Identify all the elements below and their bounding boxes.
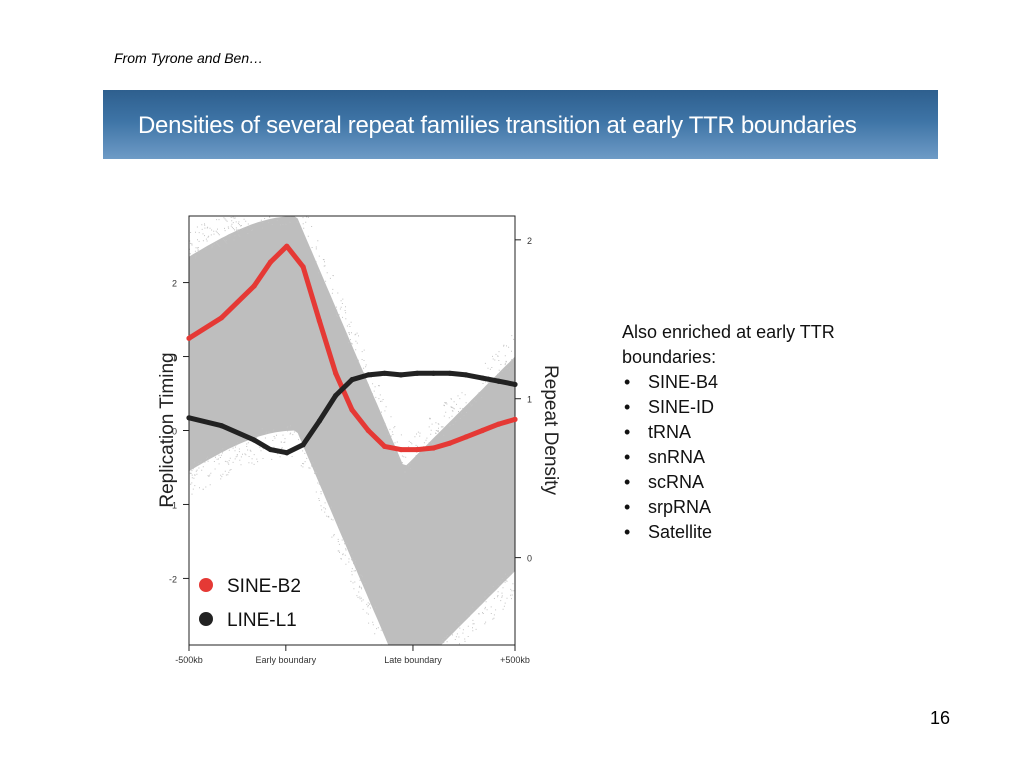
x-tick-label: -500kb: [175, 655, 203, 665]
series-point: [186, 335, 192, 341]
y-left-tick-label: 1: [172, 353, 177, 363]
enrichment-list: • SINE-B4 • SINE-ID • tRNA • snRNA • scRNA • s…: [622, 370, 922, 545]
series-point: [463, 372, 469, 378]
series-point: [414, 446, 420, 453]
enrichment-heading: Also enriched at early TTR boundaries:: [622, 322, 835, 367]
chart: -2 -1 0 1 2 0 1 2 -500kb Early boundary Late bound…: [169, 215, 532, 665]
series-point: [284, 450, 290, 456]
series-point: [398, 446, 404, 453]
series-point: [414, 370, 420, 376]
series-point: [300, 442, 306, 448]
series-point: [333, 392, 339, 399]
y-left-tick-label: 0: [172, 427, 177, 437]
y-axis-label-left: Replication Timing: [157, 352, 178, 508]
y-left-tick-label: 2: [172, 279, 177, 289]
bullet-icon: •: [624, 422, 631, 442]
legend-label: LINE-L1: [227, 610, 297, 631]
series-point: [333, 370, 339, 376]
series-point: [219, 423, 225, 429]
legend-marker: [199, 578, 213, 592]
y-left-tick-label: -2: [169, 574, 177, 584]
legend-marker: [199, 612, 213, 626]
bullet-icon: •: [624, 522, 631, 542]
series-point: [398, 372, 404, 378]
enrichment-panel: Also enriched at early TTR boundaries: •…: [622, 320, 922, 545]
series-point: [463, 434, 469, 440]
series-point: [365, 427, 371, 434]
series-point: [316, 318, 322, 324]
bullet-icon: •: [624, 447, 631, 467]
series-point: [382, 443, 388, 449]
list-item: • Satellite: [622, 520, 922, 545]
list-item: • tRNA: [622, 420, 922, 445]
series-point: [496, 378, 502, 384]
list-item: • srpRNA: [622, 495, 922, 520]
chart-area: -2 -1 0 1 2 0 1 2 -500kb Early boundary Late bound…: [130, 205, 561, 675]
series-point: [447, 440, 453, 446]
series-point: [430, 445, 437, 451]
credit-text: From Tyrone and Ben…: [114, 50, 264, 66]
series-point: [430, 370, 437, 376]
x-tick-label: Late boundary: [384, 655, 442, 665]
title-banner: Densities of several repeat families tra…: [103, 90, 938, 159]
series-point: [496, 421, 502, 427]
replication-timing-scatter-cloud: [189, 216, 515, 645]
series-point: [267, 446, 274, 453]
y-left-tick-label: -1: [169, 500, 177, 510]
y-axis-label-right: Repeat Density: [540, 365, 561, 495]
y-right-tick-label: 1: [527, 395, 532, 405]
series-point: [219, 315, 225, 321]
bullet-icon: •: [624, 497, 631, 517]
list-item: • SINE-ID: [622, 395, 922, 420]
series-point: [316, 418, 322, 424]
scatter-speckles: [189, 216, 515, 645]
series-point: [382, 370, 388, 376]
list-item: • SINE-B4: [622, 370, 922, 395]
x-tick-label: Early boundary: [256, 655, 317, 665]
series-point: [479, 427, 485, 434]
series-point: [512, 381, 518, 388]
series-point: [349, 377, 355, 383]
series-point: [349, 407, 355, 413]
y-right-tick-label: 2: [527, 236, 532, 246]
x-tick-label: +500kb: [500, 655, 530, 665]
slide-title: Densities of several repeat families tra…: [138, 112, 857, 139]
bullet-icon: •: [624, 372, 631, 392]
bullet-icon: •: [624, 472, 631, 492]
series-point: [365, 372, 371, 378]
series-point: [251, 283, 257, 289]
series-point: [300, 264, 306, 270]
page-number: 16: [930, 708, 951, 728]
series-point: [512, 416, 518, 422]
series-point: [479, 375, 485, 381]
legend-label: SINE-B2: [227, 576, 301, 597]
series-point: [267, 259, 274, 265]
y-right-tick-label: 0: [527, 554, 532, 564]
series-point: [251, 437, 257, 443]
series-point: [447, 370, 453, 376]
series-point: [284, 243, 290, 249]
list-item: • scRNA: [622, 470, 922, 495]
bullet-icon: •: [624, 397, 631, 417]
series-point: [186, 415, 192, 421]
list-item: • snRNA: [622, 445, 922, 470]
